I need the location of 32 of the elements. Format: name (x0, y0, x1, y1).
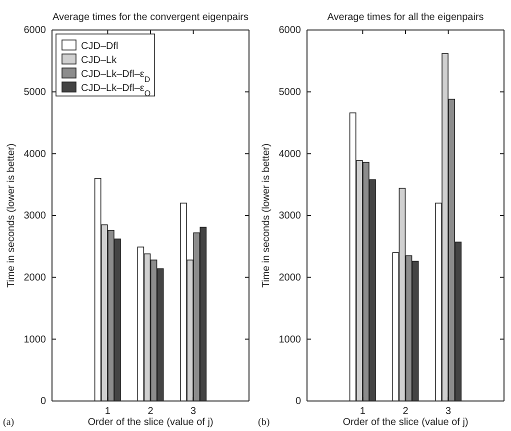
legend-label: CJD–Lk–Dfl–ε$_{D}$ (81, 69, 150, 84)
y-tick-label: 1000 (278, 334, 302, 346)
x-tick-label: 1 (360, 406, 366, 418)
x-tick-label: 1 (104, 406, 111, 418)
legend-label: CJD–Dfl (81, 41, 118, 52)
legend-label: CJD–Lk (81, 55, 118, 66)
x-tick-label: 3 (190, 406, 197, 418)
y-tick-label: 6000 (24, 25, 46, 36)
chart-title: Average times for all the eigenpairs (327, 12, 484, 23)
x-tick-label: 2 (402, 406, 409, 418)
y-tick-label: 5000 (24, 87, 46, 98)
y-tick-label: 2000 (278, 272, 302, 284)
y-tick-label: 0 (40, 396, 46, 408)
y-axis-title: Time in seconds (lower is better) (6, 143, 17, 288)
y-axis-title: Time in seconds (lower is better) (261, 143, 272, 288)
y-tick-label: 5000 (278, 87, 302, 98)
legend-label: CJD–Lk–Dfl–ε$_{O}$ (81, 83, 151, 98)
x-axis-title: Order of the slice (value of j) (88, 417, 214, 428)
y-tick-label: 6000 (278, 25, 302, 36)
x-tick-label: 3 (446, 406, 452, 418)
text: (a) (3, 417, 14, 428)
y-tick-label: 2000 (24, 272, 46, 284)
x-axis-title: Order of the slice (value of j) (342, 417, 468, 428)
y-tick-label: 4000 (278, 148, 302, 160)
text: (b) (258, 417, 270, 428)
y-tick-label: 3000 (24, 210, 46, 222)
y-tick-label: 0 (295, 396, 302, 408)
y-tick-label: 4000 (24, 148, 46, 160)
chart-title: Average times for the convergent eigenpairs (52, 12, 249, 23)
x-tick-label: 2 (148, 406, 154, 418)
y-tick-label: 3000 (278, 210, 302, 222)
y-tick-label: 1000 (24, 334, 46, 346)
